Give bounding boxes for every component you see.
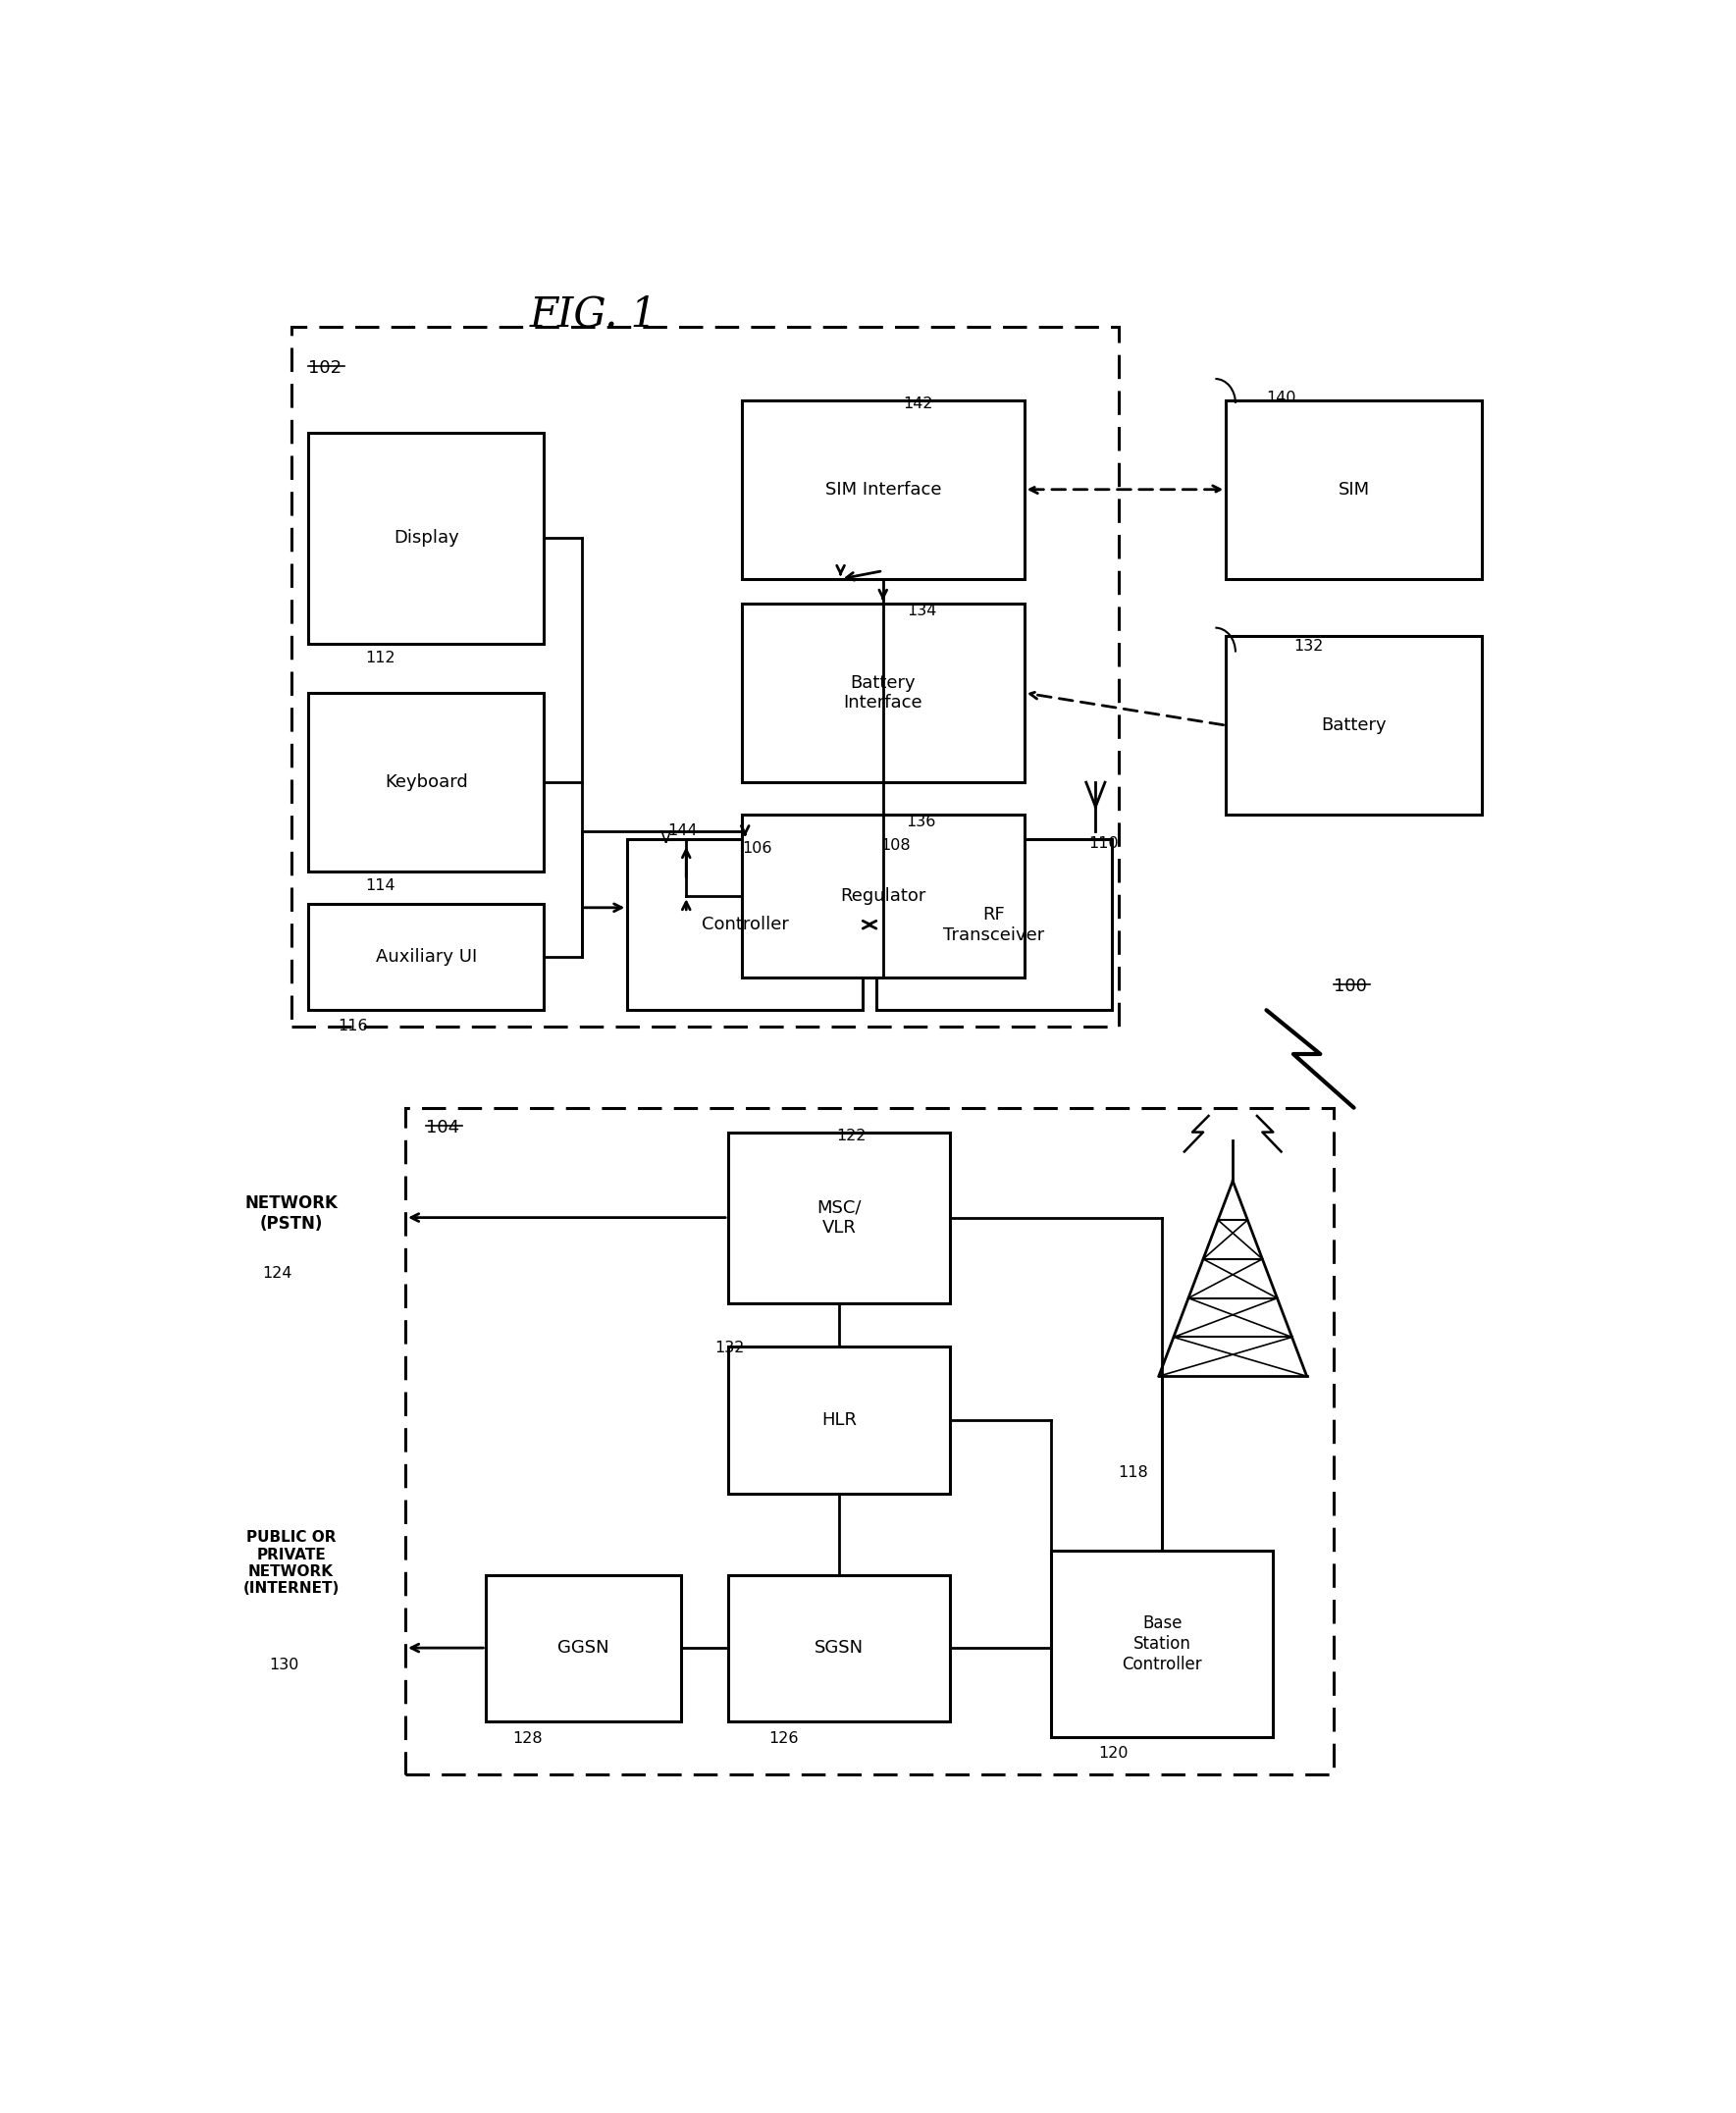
Bar (309, 904, 543, 1010)
Text: 118: 118 (1118, 1466, 1149, 1481)
Text: HLR: HLR (821, 1411, 858, 1428)
Text: 130: 130 (269, 1659, 299, 1671)
Text: Battery
Interface: Battery Interface (844, 674, 922, 712)
Text: Keyboard: Keyboard (385, 773, 467, 790)
Bar (292, 328, 1118, 1027)
Text: 104: 104 (425, 1120, 458, 1137)
Text: Display: Display (394, 530, 458, 547)
Text: 136: 136 (906, 816, 936, 830)
Text: 140: 140 (1267, 391, 1297, 406)
Text: 112: 112 (365, 651, 396, 666)
Text: PUBLIC OR
PRIVATE
NETWORK
(INTERNET): PUBLIC OR PRIVATE NETWORK (INTERNET) (243, 1530, 339, 1595)
Text: 126: 126 (769, 1731, 799, 1745)
Text: RF
Transceiver: RF Transceiver (943, 906, 1045, 945)
Text: Base
Station
Controller: Base Station Controller (1121, 1614, 1203, 1673)
Bar (1226, 399, 1481, 579)
Text: Auxiliary UI: Auxiliary UI (375, 949, 477, 966)
Text: 108: 108 (880, 837, 910, 852)
Bar (729, 1133, 950, 1304)
Text: 110: 110 (1088, 837, 1120, 852)
Bar (741, 816, 1024, 978)
Text: 102: 102 (309, 359, 342, 376)
Text: 144: 144 (668, 822, 698, 837)
Bar (309, 693, 543, 873)
Bar (877, 839, 1111, 1010)
Text: Battery: Battery (1321, 716, 1387, 733)
Text: SIM: SIM (1338, 480, 1370, 499)
Bar (741, 399, 1024, 579)
Text: V: V (660, 830, 672, 847)
Text: 122: 122 (837, 1128, 866, 1143)
Bar (1226, 636, 1481, 816)
Text: 116: 116 (339, 1018, 368, 1033)
Text: 142: 142 (903, 397, 932, 412)
Text: MSC/
VLR: MSC/ VLR (818, 1198, 861, 1236)
Text: 132: 132 (1293, 638, 1323, 653)
Text: 114: 114 (365, 879, 396, 894)
Text: 124: 124 (262, 1266, 292, 1280)
Text: 106: 106 (741, 841, 771, 856)
Text: 128: 128 (514, 1731, 543, 1745)
Text: 100: 100 (1333, 978, 1366, 995)
Bar (404, 1107, 1333, 1775)
Bar (729, 1574, 950, 1722)
Text: Controller: Controller (701, 915, 788, 934)
Bar (1052, 1551, 1272, 1737)
Bar (486, 1574, 681, 1722)
Text: 132: 132 (715, 1340, 745, 1354)
Text: GGSN: GGSN (557, 1640, 609, 1657)
Text: NETWORK
(PSTN): NETWORK (PSTN) (245, 1194, 337, 1232)
Bar (309, 433, 543, 644)
Text: FIG. 1: FIG. 1 (529, 294, 658, 336)
Text: Regulator: Regulator (840, 887, 925, 904)
Text: 120: 120 (1099, 1745, 1128, 1760)
Text: SGSN: SGSN (814, 1640, 865, 1657)
Bar (741, 604, 1024, 782)
Text: SIM Interface: SIM Interface (825, 480, 941, 499)
Bar (729, 1346, 950, 1494)
Bar (627, 839, 863, 1010)
Text: 134: 134 (908, 604, 937, 619)
